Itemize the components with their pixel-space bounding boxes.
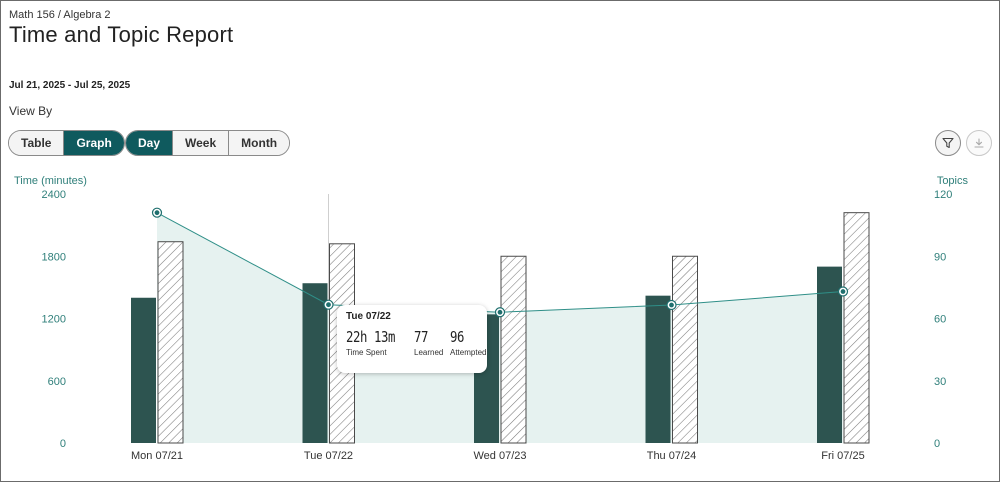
right-tick-label: 60: [934, 314, 946, 326]
time-spent-point-dot: [497, 309, 503, 315]
learned-bar[interactable]: [645, 295, 671, 443]
left-tick-label: 1200: [42, 314, 66, 326]
hover-tooltip: Tue 07/22 22h 13m Time Spent 77 Learned …: [337, 305, 487, 373]
filter-icon: [942, 137, 954, 149]
attempted-bar[interactable]: [157, 241, 184, 444]
tooltip-time-spent-value: 22h 13m: [346, 328, 395, 346]
x-tick-label: Thu 07/24: [647, 450, 697, 462]
right-tick-label: 120: [934, 189, 952, 201]
filter-button[interactable]: [935, 130, 961, 156]
attempted-bar[interactable]: [500, 255, 527, 444]
week-period-button[interactable]: Week: [173, 131, 230, 155]
tooltip-attempted-value: 96: [450, 328, 464, 346]
time-spent-point-dot: [154, 210, 160, 216]
day-period-button[interactable]: Day: [126, 131, 174, 155]
graph-view-button[interactable]: Graph: [64, 131, 124, 155]
time-spent-point-dot: [326, 302, 331, 308]
attempted-bar[interactable]: [843, 212, 870, 444]
tooltip-learned-label: Learned: [414, 348, 444, 357]
time-topic-chart: Time (minutes) Topics 0 600 1200 1800 2400 0…: [14, 175, 969, 462]
view-toggle: Table Graph: [8, 130, 125, 156]
left-axis-title: Time (minutes): [14, 175, 87, 187]
x-tick-label: Tue 07/22: [304, 450, 353, 462]
tooltip-attempted-label: Attempted: [450, 348, 487, 357]
tooltip-learned-value: 77: [414, 328, 428, 346]
right-tick-label: 0: [934, 438, 940, 450]
right-tick-label: 90: [934, 251, 946, 263]
table-view-button[interactable]: Table: [9, 131, 65, 155]
left-tick-label: 1800: [42, 251, 66, 263]
time-spent-point-dot: [669, 302, 674, 308]
page-title: Time and Topic Report: [9, 22, 234, 47]
left-tick-label: 0: [60, 438, 66, 450]
right-tick-label: 30: [934, 376, 946, 388]
x-tick-label: Fri 07/25: [821, 450, 864, 462]
download-button[interactable]: [966, 130, 992, 156]
time-spent-area: [157, 212, 843, 443]
tooltip-time-spent-label: Time Spent: [346, 348, 387, 357]
learned-bar[interactable]: [131, 297, 156, 443]
breadcrumb[interactable]: Math 156 / Algebra 2: [9, 9, 111, 21]
right-axis-title: Topics: [937, 175, 969, 187]
period-toggle: Day Week Month: [125, 130, 291, 156]
left-tick-label: 2400: [42, 189, 66, 201]
x-tick-label: Mon 07/21: [131, 450, 183, 462]
learned-bar[interactable]: [302, 283, 328, 443]
tooltip-date: Tue 07/22: [346, 311, 391, 322]
view-by-label: View By: [9, 104, 53, 118]
attempted-bar[interactable]: [672, 255, 698, 444]
time-spent-point-dot: [840, 289, 846, 294]
download-icon: [974, 138, 984, 148]
date-range: Jul 21, 2025 - Jul 25, 2025: [9, 80, 131, 91]
learned-bar[interactable]: [817, 266, 842, 443]
x-tick-label: Wed 07/23: [473, 450, 526, 462]
month-period-button[interactable]: Month: [229, 131, 290, 155]
left-tick-label: 600: [48, 376, 66, 388]
